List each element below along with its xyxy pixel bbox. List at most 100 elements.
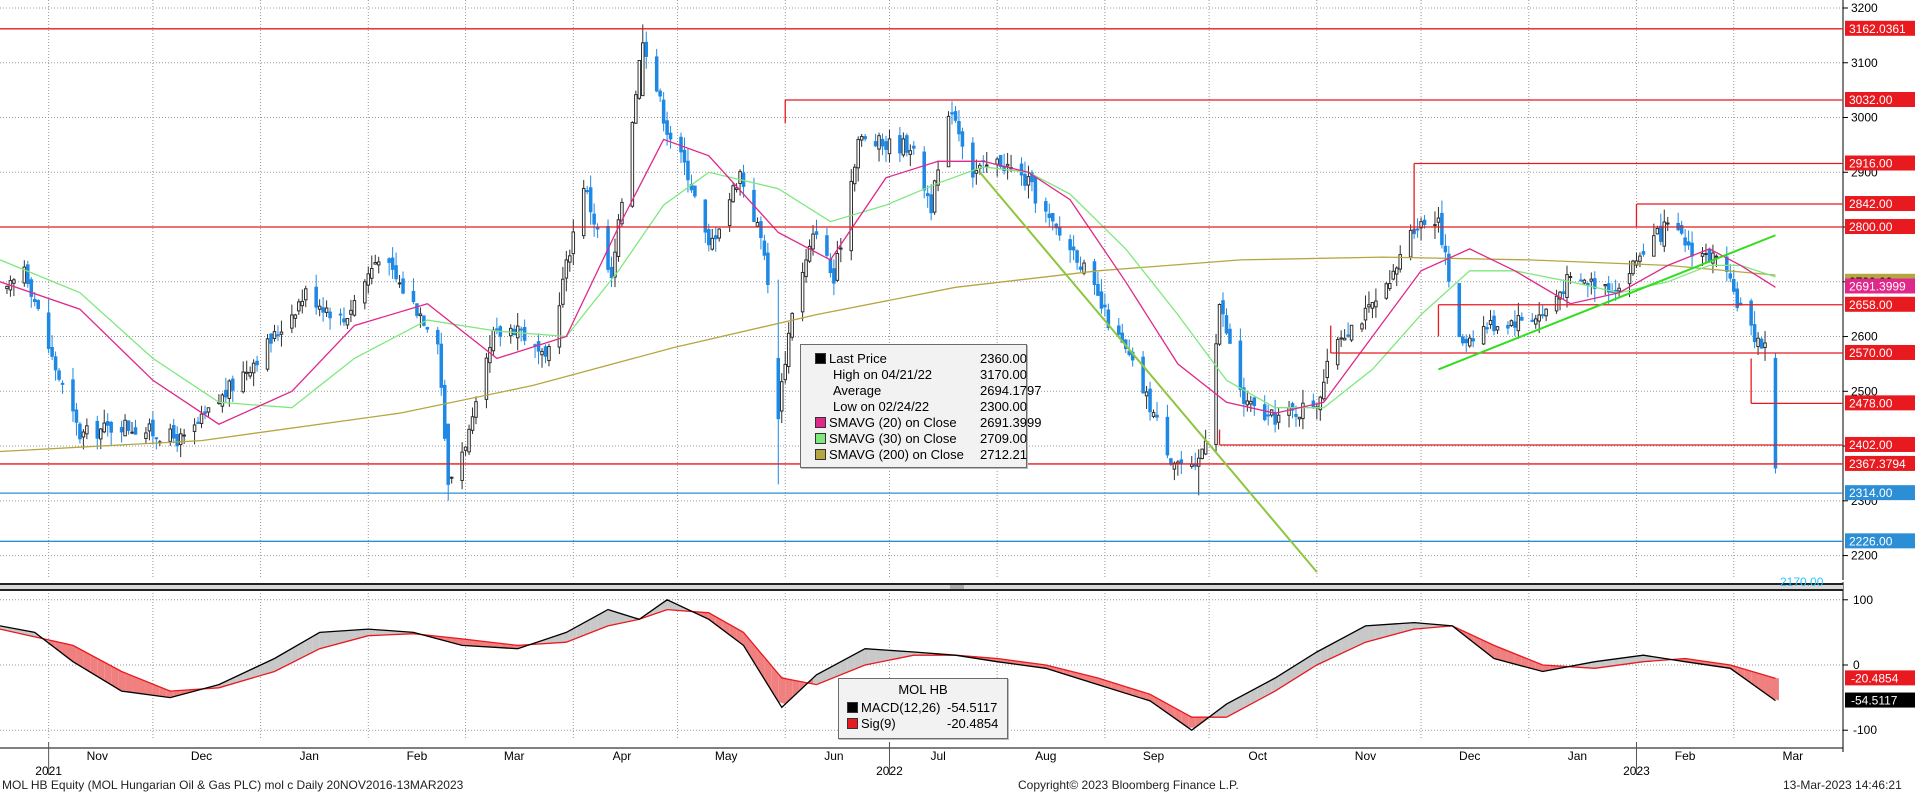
candle — [779, 373, 784, 424]
price-legend[interactable]: Last Price 2360.00 High on 04/21/22 3170.00… — [800, 344, 1041, 468]
macd-fill — [1341, 635, 1349, 654]
candle-body — [5, 285, 9, 290]
candle-body — [620, 201, 624, 225]
candle-body — [1408, 229, 1413, 258]
candle — [1589, 272, 1594, 295]
candle-body — [1398, 254, 1402, 270]
candle — [1068, 234, 1072, 263]
candle-body — [474, 401, 478, 418]
level-label-text: 2367.3794 — [1849, 457, 1906, 471]
candle — [1752, 311, 1757, 349]
macd-fill — [757, 648, 765, 680]
level-label-text: 2570.00 — [1849, 346, 1893, 360]
candle — [470, 407, 475, 435]
candle — [175, 426, 179, 452]
candle-body — [314, 286, 318, 308]
candle-body — [74, 409, 79, 423]
macd-fill — [1382, 624, 1390, 638]
candle-body — [1756, 337, 1760, 348]
candle-body — [641, 42, 645, 97]
candle — [290, 304, 294, 334]
candle-body — [1106, 309, 1111, 329]
candle-body — [1540, 314, 1545, 317]
level-label-bg — [1845, 455, 1915, 471]
candle-body — [1144, 391, 1149, 397]
candle-body — [1665, 222, 1670, 225]
candle-body — [338, 313, 343, 316]
candle — [78, 421, 82, 444]
macd-legend-value: -54.5117 — [947, 700, 998, 715]
candle-body — [370, 268, 374, 279]
candle-body — [1732, 279, 1736, 292]
candle-body — [46, 312, 51, 349]
candle-body — [1228, 328, 1232, 344]
candle — [707, 223, 711, 252]
candle-body — [1728, 273, 1733, 279]
level-label-bg — [1845, 278, 1915, 294]
candle — [1422, 215, 1427, 229]
candle-body — [953, 111, 958, 121]
macd-fill — [875, 649, 883, 663]
candle-body — [1492, 315, 1496, 332]
candle — [363, 279, 367, 310]
candle-body — [731, 185, 735, 203]
level-label-bg — [1845, 436, 1915, 452]
candle-body — [1245, 400, 1250, 406]
candle — [248, 366, 252, 379]
macd-fill — [1771, 677, 1779, 701]
candle-body — [1422, 219, 1427, 225]
level-label-text: 2800.00 — [1849, 220, 1893, 234]
candle-body — [105, 421, 110, 426]
macd-fill — [1487, 642, 1495, 659]
candle — [1686, 230, 1691, 250]
macd-fill — [368, 629, 376, 636]
candle-body — [401, 278, 405, 294]
macd-fill — [132, 675, 139, 694]
candle — [1735, 282, 1740, 312]
candle-body — [1273, 412, 1277, 425]
candle-body — [1096, 283, 1100, 296]
candle-body — [154, 437, 159, 440]
x-month-label: Mar — [504, 749, 525, 763]
price-legend-label: Average — [833, 383, 882, 398]
candle — [877, 132, 881, 162]
macd-fill — [465, 639, 473, 647]
candle-body — [81, 431, 86, 438]
candle-body — [995, 158, 999, 165]
price-legend-row: SMAVG (20) on Close 2691.3999 — [801, 415, 1041, 431]
candle — [1440, 200, 1444, 249]
candle — [1196, 449, 1201, 496]
candle — [776, 279, 781, 485]
macd-fill — [660, 599, 668, 613]
x-month-label: May — [715, 749, 738, 763]
candle — [1221, 292, 1225, 327]
macd-fill — [1229, 698, 1237, 716]
candle-body — [1249, 400, 1253, 405]
candle-body — [950, 112, 954, 115]
level-label-bg — [1845, 20, 1915, 36]
candle-body — [561, 278, 565, 305]
candle — [581, 179, 586, 240]
candle-body — [613, 251, 617, 278]
price-legend-value: 2694.1797 — [980, 383, 1042, 398]
candle — [1679, 220, 1684, 236]
candle-body — [1773, 357, 1778, 469]
candle — [1447, 245, 1451, 288]
candle-body — [908, 150, 913, 155]
macd-legend[interactable]: MOL HB MACD(12,26) -54.5117 Sig(9) -20.4854 — [838, 678, 1008, 739]
candle — [345, 318, 350, 330]
candle-body — [717, 228, 721, 239]
candle-body — [1679, 225, 1684, 234]
candle — [1540, 304, 1545, 319]
candle-body — [1440, 212, 1444, 246]
level-label: 2314.00 — [1845, 485, 1915, 501]
candle-body — [912, 145, 916, 149]
macd-fill — [444, 637, 452, 643]
candle-body — [1127, 350, 1131, 355]
candle-body — [317, 305, 322, 310]
candle — [564, 250, 569, 292]
candle — [224, 377, 228, 404]
candle — [251, 359, 256, 387]
macd-fill — [104, 662, 112, 685]
